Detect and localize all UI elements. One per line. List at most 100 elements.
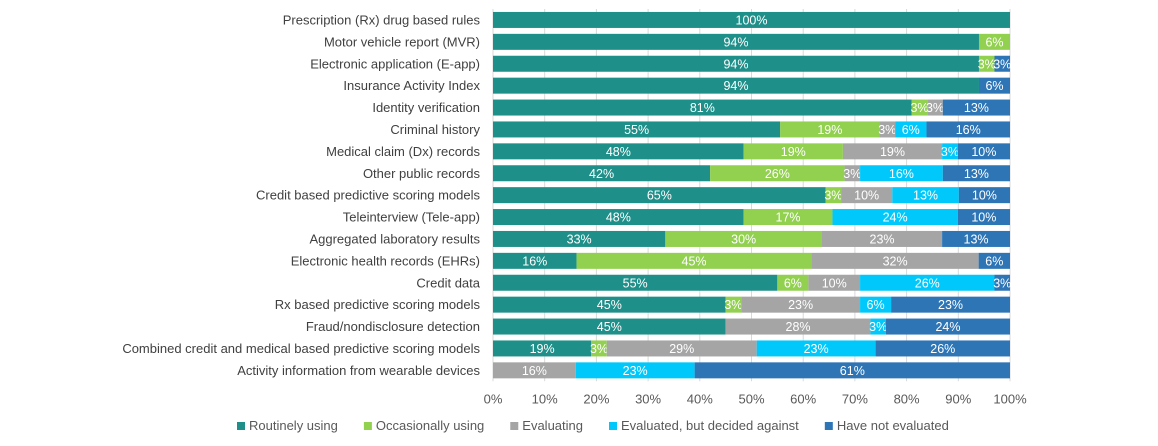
bar-segment (665, 230, 822, 247)
legend-swatch (609, 422, 617, 430)
category-label: Electronic application (E-app) (310, 56, 480, 71)
bar-segment (885, 318, 1010, 335)
bar-segment (942, 230, 1010, 247)
data-label: 30% (731, 232, 756, 246)
bar-segment (978, 77, 1010, 94)
bar-segment (978, 33, 1010, 50)
bar-segment (493, 55, 979, 72)
data-label: 10% (971, 145, 996, 159)
data-label: 81% (690, 101, 715, 115)
category-label: Credit data (416, 275, 480, 290)
data-label: 10% (822, 276, 847, 290)
data-label: 3% (978, 57, 996, 71)
data-label: 6% (985, 79, 1003, 93)
data-label: 3% (993, 57, 1011, 71)
x-tick-label: 0% (484, 391, 503, 406)
category-label: Rx based predictive scoring models (275, 297, 481, 312)
data-label: 3% (878, 123, 896, 137)
data-label: 48% (606, 145, 631, 159)
bar-segment (493, 362, 576, 379)
data-label: 94% (723, 35, 748, 49)
data-label: 26% (915, 276, 940, 290)
bar-segment (808, 274, 861, 291)
category-label: Combined credit and medical based predic… (122, 341, 480, 356)
legend-label: Evaluated, but decided against (621, 418, 799, 433)
x-tick-label: 10% (532, 391, 558, 406)
x-tick-label: 100% (993, 391, 1027, 406)
data-label: 100% (736, 13, 768, 27)
data-label: 24% (883, 211, 908, 225)
bar-segment (844, 165, 861, 182)
data-label: 3% (926, 101, 944, 115)
bar-segment (841, 187, 893, 204)
bar-segment (958, 187, 1010, 204)
x-tick-label: 70% (842, 391, 868, 406)
bar-segment (879, 121, 896, 138)
bar-segment (942, 143, 958, 160)
bar-segment (756, 340, 876, 357)
data-label: 16% (522, 254, 547, 268)
bar-segment (780, 121, 880, 138)
data-label: 3% (910, 101, 928, 115)
bar-segment (493, 143, 744, 160)
data-label: 10% (854, 189, 879, 203)
data-label: 16% (889, 167, 914, 181)
data-label: 19% (530, 342, 555, 356)
data-label: 3% (824, 189, 842, 203)
bar-segment (575, 362, 695, 379)
legend-label: Occasionally using (376, 418, 484, 433)
bar-segment (942, 99, 1010, 116)
x-tick-label: 20% (583, 391, 609, 406)
bar-segment (694, 362, 1010, 379)
bar-segment (725, 296, 742, 313)
data-label: 23% (788, 298, 813, 312)
data-label: 94% (723, 79, 748, 93)
data-label: 26% (930, 342, 955, 356)
category-label: Teleinterview (Tele-app) (343, 210, 480, 225)
bar-segment (493, 99, 912, 116)
data-label: 42% (589, 167, 614, 181)
bar-segment (860, 165, 943, 182)
category-label: Credit based predictive scoring models (256, 188, 480, 203)
bar-segment (870, 318, 886, 335)
data-label: 55% (624, 123, 649, 137)
bar-segment (832, 209, 958, 226)
data-label: 10% (971, 211, 996, 225)
data-label: 29% (669, 342, 694, 356)
legend-swatch (237, 422, 245, 430)
bar-segment (493, 77, 979, 94)
bar-segment (710, 165, 845, 182)
bar-segment (994, 55, 1010, 72)
x-tick-label: 90% (945, 391, 971, 406)
data-label: 23% (804, 342, 829, 356)
category-label: Motor vehicle report (MVR) (324, 34, 480, 49)
bar-segment (811, 252, 979, 269)
data-label: 26% (765, 167, 790, 181)
data-label: 13% (913, 189, 938, 203)
bar-segment (875, 340, 1010, 357)
data-label: 28% (786, 320, 811, 334)
category-label: Prescription (Rx) drug based rules (283, 12, 481, 27)
data-label: 19% (781, 145, 806, 159)
data-label: 6% (902, 123, 920, 137)
x-tick-label: 50% (738, 391, 764, 406)
data-label: 19% (880, 145, 905, 159)
data-label: 10% (972, 189, 997, 203)
data-label: 23% (870, 232, 895, 246)
bar-segment (926, 121, 1010, 138)
data-label: 94% (723, 57, 748, 71)
bar-segment (493, 165, 711, 182)
bar-segment (978, 252, 1010, 269)
bar-segment (822, 230, 943, 247)
bar-segment (957, 209, 1010, 226)
data-label: 16% (522, 364, 547, 378)
data-label: 32% (883, 254, 908, 268)
data-label: 16% (956, 123, 981, 137)
data-label: 19% (817, 123, 842, 137)
x-tick-label: 30% (635, 391, 661, 406)
bar-segment (927, 99, 943, 116)
data-label: 13% (964, 101, 989, 115)
data-label: 45% (682, 254, 707, 268)
bar-segment (978, 55, 995, 72)
bar-segment (743, 209, 833, 226)
